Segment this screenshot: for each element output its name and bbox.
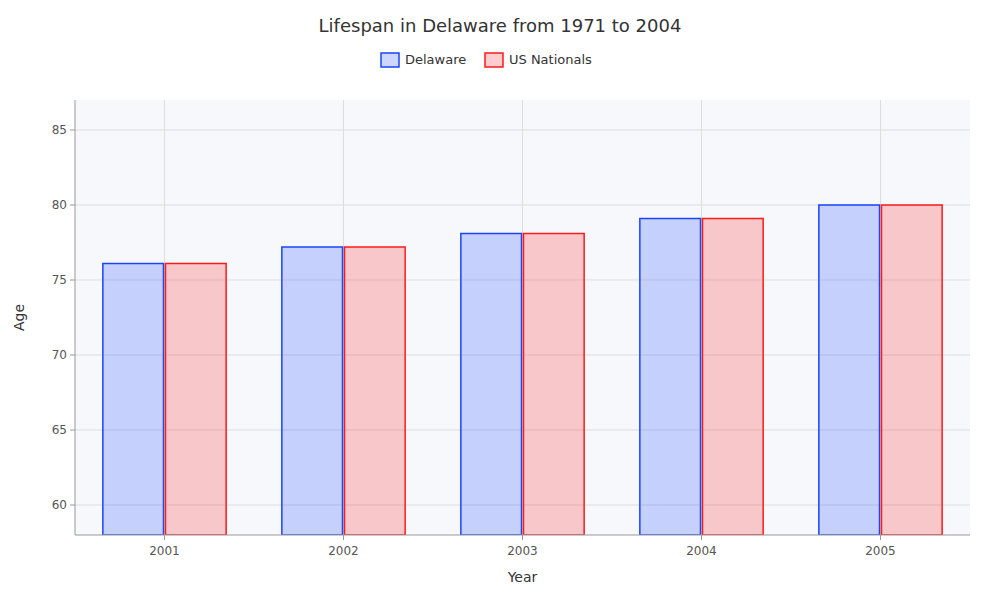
axes: 60 65 70 75 80 85 2001 2002 2003 2004 2005	[52, 100, 970, 558]
y-tick-label: 70	[52, 348, 67, 362]
legend-label: Delaware	[405, 52, 466, 67]
y-tick	[70, 205, 75, 206]
y-tick	[70, 355, 75, 356]
bar	[103, 264, 164, 536]
x-tick-label: 2003	[507, 544, 538, 558]
y-tick	[70, 280, 75, 281]
x-axis-label: Year	[507, 569, 538, 585]
bar	[819, 205, 880, 535]
y-axis-line	[75, 100, 76, 535]
y-tick	[70, 430, 75, 431]
x-tick	[343, 535, 344, 540]
bar	[703, 219, 764, 536]
x-tick	[164, 535, 165, 540]
x-tick-label: 2005	[865, 544, 896, 558]
y-tick-label: 60	[52, 498, 67, 512]
bar	[882, 205, 943, 535]
title: Lifespan in Delaware from 1971 to 2004	[319, 15, 682, 36]
bar	[524, 234, 585, 536]
x-tick-label: 2004	[686, 544, 717, 558]
grid	[75, 100, 970, 535]
y-tick-label: 75	[52, 273, 67, 287]
y-tick-label: 85	[52, 123, 67, 137]
x-tick	[522, 535, 523, 540]
y-tick-label: 80	[52, 198, 67, 212]
legend-swatch	[485, 53, 503, 67]
legend-swatch	[381, 53, 399, 67]
bar	[461, 234, 522, 536]
y-tick-label: 65	[52, 423, 67, 437]
x-tick	[880, 535, 881, 540]
y-tick	[70, 130, 75, 131]
x-tick	[701, 535, 702, 540]
legend: Delaware US Nationals	[381, 52, 592, 68]
page: {"chart_data": {"type": "bar", "title": …	[0, 0, 1000, 600]
y-axis-label: Age	[11, 304, 27, 331]
legend-label: US Nationals	[509, 52, 592, 67]
x-tick-label: 2001	[149, 544, 180, 558]
y-tick	[70, 505, 75, 506]
bar	[166, 264, 227, 536]
bar	[640, 219, 701, 536]
bar	[345, 247, 406, 535]
bar	[282, 247, 343, 535]
chart-svg: 60 65 70 75 80 85 2001 2002 2003 2004 2005 Year Age L…	[0, 0, 1000, 600]
chart-container: 60 65 70 75 80 85 2001 2002 2003 2004 2005 Year Age L…	[0, 0, 1000, 600]
bars	[103, 205, 942, 535]
plot-background	[75, 100, 970, 535]
x-tick-label: 2002	[328, 544, 359, 558]
